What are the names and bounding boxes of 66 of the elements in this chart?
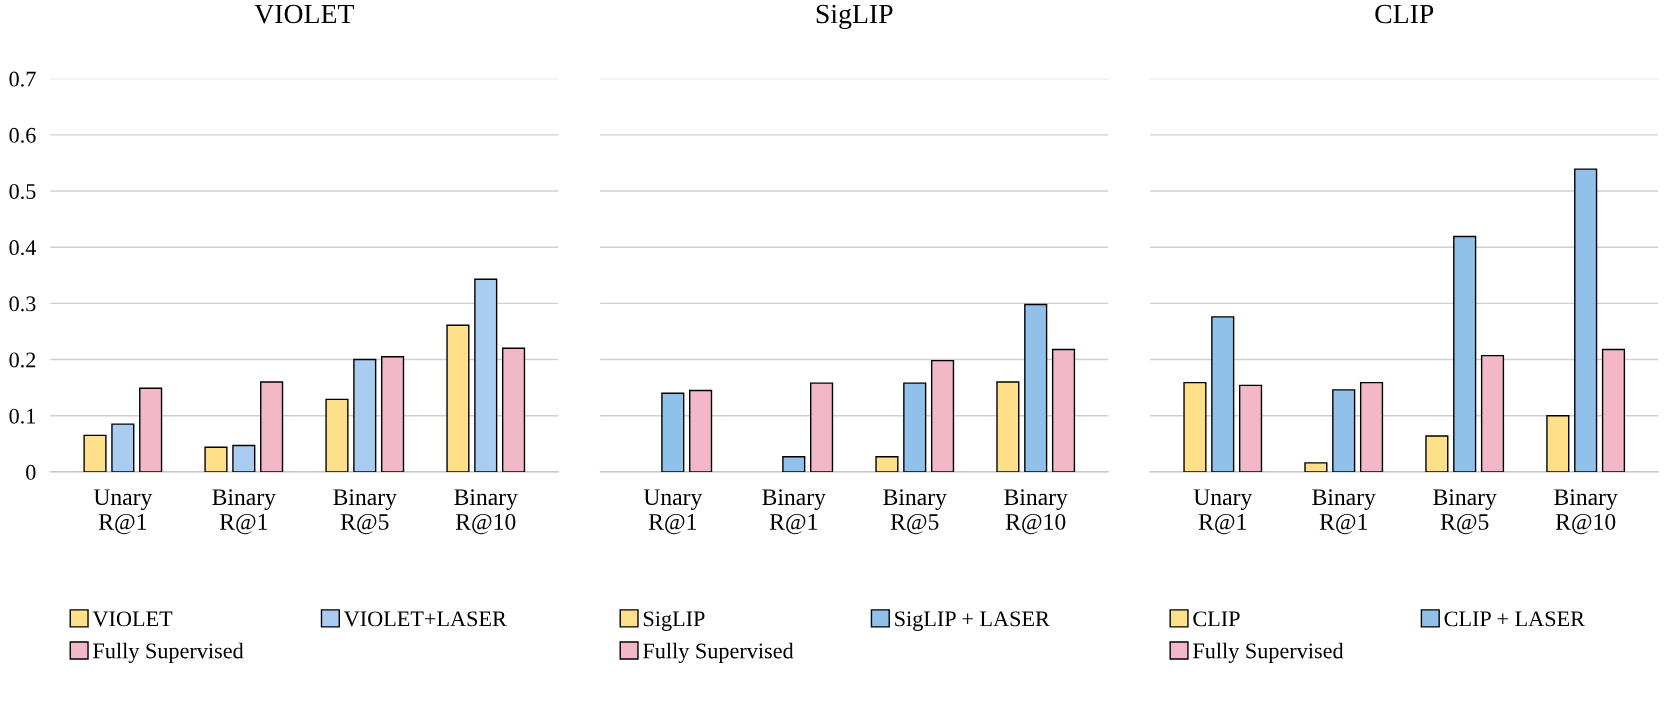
x-tick-label: Unary R@1 (93, 489, 153, 535)
y-tick-label: 0 (26, 464, 36, 480)
y-tick-label: 0.3 (9, 296, 36, 312)
bar (1304, 462, 1328, 472)
y-tick-label: 0.7 (9, 71, 36, 87)
bar (353, 358, 377, 472)
bar (111, 423, 135, 472)
bar (782, 456, 806, 472)
x-tick-label: Binary R@10 (454, 489, 518, 535)
bar (325, 398, 349, 472)
x-tick-label: Binary R@5 (1433, 489, 1497, 535)
legend-label: Fully Supervised (93, 642, 244, 663)
x-tick-label: Binary R@1 (1312, 489, 1376, 535)
bar (204, 446, 228, 472)
y-tick-label: 0.5 (9, 183, 36, 200)
bar (1359, 381, 1384, 472)
bar (232, 444, 256, 472)
bar (1211, 316, 1235, 472)
bar (1051, 348, 1076, 472)
bar (1238, 384, 1263, 472)
x-tick-label: Binary R@1 (762, 489, 826, 535)
bar (1024, 303, 1048, 472)
y-tick-label: 0.1 (9, 408, 36, 424)
bar (1183, 381, 1207, 472)
x-tick-label: Binary R@10 (1004, 489, 1068, 535)
legend-label: VIOLET (92, 611, 173, 627)
bar (139, 387, 163, 472)
bar (474, 278, 498, 472)
chart-title: VIOLET (254, 4, 354, 24)
legend-label: Fully Supervised (643, 642, 794, 664)
bar (1332, 389, 1356, 472)
x-tick-label: Binary R@5 (883, 489, 947, 535)
bar (1546, 415, 1570, 472)
bar (260, 381, 284, 472)
legend-label: VIOLET+LASER (343, 611, 507, 627)
x-tick-label: Unary R@1 (1193, 489, 1253, 535)
legend-label: SigLIP + LASER (895, 611, 1050, 631)
legend-label: SigLIP (643, 611, 705, 631)
bar (810, 382, 834, 472)
bar (875, 456, 899, 472)
bar (446, 324, 470, 472)
x-tick-label: Binary R@5 (333, 489, 397, 535)
bar (903, 382, 927, 472)
bar (1453, 235, 1477, 472)
legend-label: Fully Supervised (1193, 642, 1344, 663)
bar (661, 392, 685, 472)
y-tick-label: 0.6 (9, 127, 36, 143)
x-tick-label: Binary R@1 (212, 489, 276, 535)
bar (83, 434, 107, 472)
y-tick-label: 0.2 (9, 352, 36, 368)
bar (1425, 435, 1449, 472)
y-tick-label: 0.4 (9, 240, 37, 256)
bar (1601, 348, 1626, 472)
bar (689, 389, 713, 472)
legend-label: CLIP + LASER (1444, 611, 1585, 627)
bar (501, 347, 526, 472)
bar (1480, 354, 1505, 472)
legend-label: CLIP (1193, 611, 1240, 627)
chart-title: CLIP (1375, 4, 1434, 24)
bar (381, 356, 405, 472)
chart-title: SigLIP (816, 4, 893, 30)
bar (1574, 168, 1598, 472)
x-tick-label: Binary R@10 (1554, 489, 1618, 535)
x-tick-label: Unary R@1 (643, 489, 703, 535)
bar (996, 381, 1020, 472)
bar (930, 359, 955, 472)
